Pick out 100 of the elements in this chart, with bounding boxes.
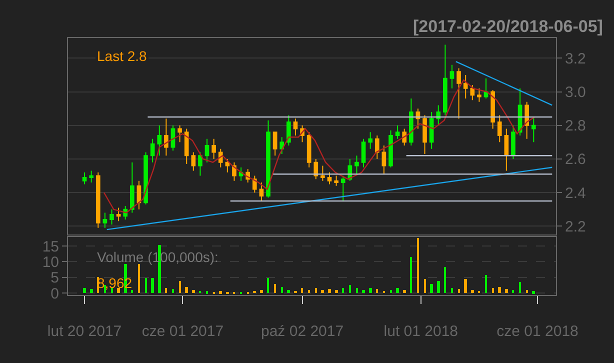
y-tick-label: 15 bbox=[42, 238, 59, 256]
candlestick bbox=[490, 90, 495, 130]
candlestick bbox=[443, 44, 448, 116]
x-tick-label: cze 01 2018 bbox=[496, 323, 578, 340]
candlestick bbox=[354, 155, 359, 175]
bar bbox=[260, 290, 263, 293]
candlestick bbox=[511, 124, 516, 160]
bar bbox=[328, 288, 331, 293]
candlestick bbox=[116, 207, 121, 222]
candlestick bbox=[504, 128, 509, 172]
bar bbox=[301, 288, 303, 293]
candlestick bbox=[150, 138, 155, 163]
candlestick bbox=[164, 118, 168, 156]
candlestick bbox=[191, 152, 196, 172]
candlestick bbox=[327, 172, 332, 185]
candlestick bbox=[395, 124, 400, 140]
candlestick bbox=[272, 132, 278, 156]
bar bbox=[526, 290, 528, 293]
bar bbox=[172, 288, 174, 293]
candlestick bbox=[306, 132, 312, 168]
bar bbox=[417, 238, 419, 293]
candlestick bbox=[252, 175, 257, 194]
bar bbox=[451, 288, 453, 293]
bar bbox=[165, 288, 167, 293]
bar bbox=[471, 290, 474, 293]
bar bbox=[512, 290, 514, 293]
candlestick bbox=[518, 88, 522, 136]
candlestick bbox=[429, 111, 434, 150]
candlestick bbox=[334, 175, 338, 186]
bar bbox=[308, 290, 310, 293]
candlestick bbox=[184, 128, 189, 165]
bar bbox=[376, 288, 378, 293]
candlestick bbox=[314, 158, 318, 180]
candlestick bbox=[280, 136, 284, 154]
bar bbox=[219, 290, 222, 294]
candlestick bbox=[382, 145, 386, 175]
candlestick bbox=[130, 162, 134, 214]
bar bbox=[410, 256, 412, 293]
bar bbox=[464, 278, 467, 293]
bar bbox=[390, 290, 392, 293]
y-tick-label: 3.2 bbox=[565, 50, 586, 68]
bar bbox=[532, 290, 535, 294]
candlestick bbox=[388, 130, 393, 168]
candlestick bbox=[361, 138, 366, 168]
candlestick bbox=[484, 78, 488, 99]
candlestick bbox=[259, 182, 264, 202]
bar bbox=[138, 264, 140, 293]
bar bbox=[444, 266, 446, 293]
annotation: Last 2.8 bbox=[97, 48, 148, 64]
bar bbox=[356, 288, 358, 293]
bar bbox=[430, 284, 433, 293]
candlestick bbox=[266, 120, 270, 198]
candlestick bbox=[497, 114, 502, 143]
bar bbox=[437, 280, 440, 293]
bar bbox=[287, 290, 290, 293]
bar bbox=[505, 288, 508, 293]
bar bbox=[267, 278, 269, 293]
bar bbox=[492, 288, 494, 293]
bar bbox=[403, 290, 406, 293]
bar bbox=[424, 278, 426, 293]
candlestick bbox=[82, 172, 87, 185]
candlestick bbox=[198, 152, 202, 176]
candlestick bbox=[450, 64, 454, 89]
bar bbox=[206, 290, 208, 294]
bar bbox=[342, 288, 344, 293]
y-tick-label: 2.4 bbox=[565, 184, 586, 202]
candlestick bbox=[293, 118, 298, 136]
candlestick bbox=[463, 74, 468, 99]
candlestick bbox=[320, 165, 325, 182]
x-tick-label: cze 01 2017 bbox=[142, 323, 224, 340]
candlestick bbox=[96, 172, 100, 228]
candlestick bbox=[136, 180, 142, 210]
candlestick bbox=[408, 98, 414, 146]
y-tick-label: 2.8 bbox=[565, 118, 586, 135]
candlestick bbox=[368, 132, 372, 150]
candlestick bbox=[422, 114, 427, 154]
y-tick-label: 0 bbox=[50, 285, 59, 302]
bar bbox=[185, 286, 188, 293]
bar bbox=[90, 288, 93, 293]
candlestick bbox=[238, 166, 244, 182]
bar bbox=[519, 282, 521, 293]
x-tick-label: paź 02 2017 bbox=[260, 323, 344, 340]
bar bbox=[315, 288, 317, 293]
candlestick bbox=[286, 114, 291, 146]
candlestick bbox=[89, 170, 94, 184]
y-tick-label: 2.6 bbox=[565, 151, 586, 168]
candlestick bbox=[204, 138, 210, 163]
bar bbox=[458, 288, 460, 293]
candlestick bbox=[178, 124, 182, 143]
bar bbox=[321, 290, 324, 293]
bar bbox=[349, 284, 351, 293]
candlestick bbox=[212, 138, 216, 160]
y-tick-label: 5 bbox=[50, 270, 59, 287]
y-tick-label: 2.2 bbox=[565, 218, 586, 236]
bar bbox=[396, 288, 399, 293]
candlestick bbox=[374, 134, 380, 160]
candlestick bbox=[225, 158, 230, 173]
candlestick bbox=[470, 84, 475, 101]
y-tick-label: 3.0 bbox=[565, 84, 586, 102]
bar bbox=[498, 286, 501, 293]
